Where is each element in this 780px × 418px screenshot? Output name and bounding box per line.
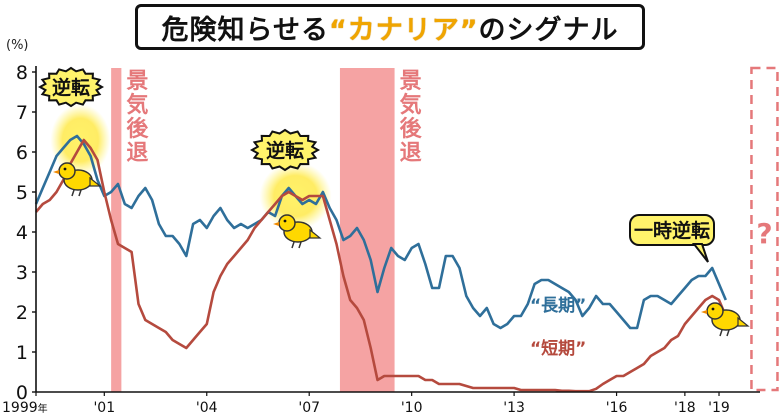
- recession-label-2-char: 後: [400, 116, 423, 142]
- x-tick-label: '18: [674, 400, 696, 416]
- callout-text-3: 一時逆転: [634, 219, 710, 242]
- y-tick-label: 6: [16, 142, 28, 164]
- y-tick-label: 7: [16, 102, 28, 124]
- x-tick-suffix: 年: [38, 402, 48, 415]
- canary-leg: [291, 241, 295, 249]
- y-tick-label: 1: [16, 342, 28, 364]
- callout-text-1: 逆転: [52, 76, 90, 99]
- x-tick-label: '01: [93, 400, 115, 416]
- canary-head: [706, 302, 724, 320]
- canary-tail: [737, 316, 750, 327]
- recession-label-1-char: 退: [126, 141, 148, 166]
- y-tick-label: 0: [16, 382, 28, 404]
- callout-box-3-pointer: [691, 243, 709, 263]
- canary-beak: [53, 170, 59, 174]
- title-suffix: のシグナル: [478, 14, 619, 46]
- callout-burst-2: [249, 128, 321, 172]
- chart-title: 危険知らせる “カナリア” のシグナル: [135, 4, 645, 50]
- x-tick-label: '19: [708, 400, 730, 416]
- canary-eye: [63, 167, 67, 171]
- callout-text-2: 逆転: [266, 139, 304, 162]
- recession-label-1-char: 後: [126, 116, 149, 142]
- future-box: [750, 66, 779, 392]
- canary-leg: [71, 189, 75, 197]
- x-tick-label: '07: [298, 400, 320, 416]
- canary-head: [58, 162, 76, 180]
- series-line-short: [35, 138, 727, 393]
- canary-1: [53, 162, 102, 197]
- y-tick-label: 4: [16, 222, 28, 244]
- series-label-long: “長期”: [530, 296, 586, 316]
- x-tick-label: '10: [401, 400, 423, 416]
- x-tick-label: '13: [503, 400, 525, 416]
- series-line-long: [34, 134, 727, 330]
- title-prefix: 危険知らせる: [161, 14, 329, 46]
- canary-leg: [78, 189, 82, 197]
- question-mark: ?: [756, 217, 772, 250]
- callout-box-3: [629, 214, 715, 263]
- y-axis-unit: (%): [6, 38, 29, 53]
- callout-box-3-rect: [629, 214, 715, 246]
- recession-label-1-char: 気: [126, 92, 148, 118]
- canary-head: [278, 214, 296, 232]
- recession-label-2-char: 気: [400, 92, 422, 118]
- recession-label-1-char: 景: [126, 69, 148, 94]
- x-tick-label: 1999年: [2, 400, 48, 416]
- future-layer: [750, 66, 779, 392]
- recession-label-2-char: 景: [400, 69, 422, 94]
- canary-eye: [283, 219, 287, 223]
- y-tick-label: 2: [16, 302, 28, 324]
- canary-leg: [298, 241, 302, 249]
- canary-3: [701, 302, 750, 337]
- x-tick-label: '16: [606, 400, 628, 416]
- canary-tail: [89, 176, 102, 187]
- recession-band-2: [339, 68, 395, 392]
- canary-tail: [309, 228, 322, 239]
- y-tick-label: 8: [16, 62, 28, 84]
- canary-eye: [711, 307, 715, 311]
- recession-label-2-char: 退: [400, 141, 422, 166]
- canary-leg: [719, 329, 723, 337]
- canary-2: [273, 214, 322, 249]
- canary-beak: [701, 310, 707, 314]
- canary-leg: [726, 329, 730, 337]
- series-label-short: “短期”: [530, 338, 586, 359]
- line-layer: [34, 134, 727, 393]
- y-tick-label: 3: [16, 262, 28, 284]
- axis-layer: 0 1 2 3 4 5 6 7 8 1999年 '01 '04 '07 '10 '13 '16 '18 '19: [2, 62, 760, 416]
- callout-burst-1: [37, 66, 105, 108]
- canary-beak: [273, 222, 279, 226]
- title-highlight: “カナリア”: [328, 14, 479, 46]
- y-tick-label: 5: [16, 182, 28, 204]
- x-tick-label: '04: [196, 400, 218, 416]
- recession-band-1: [111, 68, 122, 392]
